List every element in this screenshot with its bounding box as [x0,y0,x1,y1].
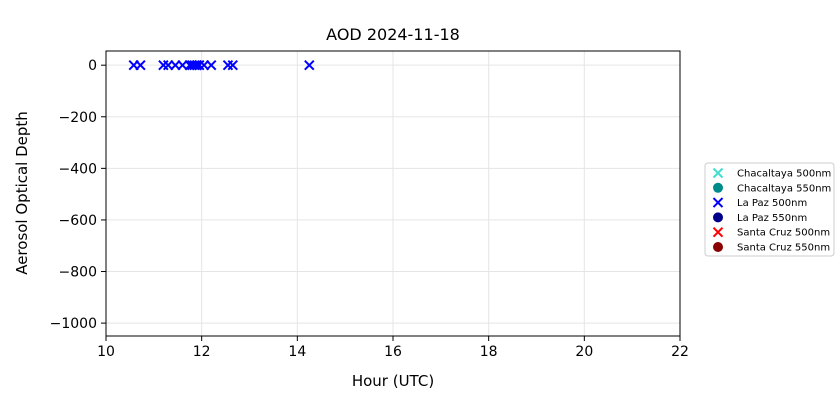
legend-label: Chacaltaya 550nm [737,183,831,194]
chart-title: AOD 2024-11-18 [326,25,460,44]
legend-box [704,162,835,257]
legend-label: Chacaltaya 500nm [737,169,831,180]
legend-marker-stroke [712,167,724,179]
data-point-stroke [135,59,146,71]
legend-label: La Paz 500nm [737,198,807,209]
y-tick-label: −1000 [50,316,97,332]
data-point-stroke [227,59,238,71]
data-point [304,59,315,71]
x-axis-label: Hour (UTC) [352,372,434,390]
legend-label: La Paz 550nm [737,213,807,224]
legend-marker [713,212,723,223]
data-point [206,59,217,71]
legend: Chacaltaya 500nm Chacaltaya 550nm La Paz 5… [704,162,835,257]
data-point-stroke [206,59,217,71]
data-point [135,59,146,71]
x-tick-label: 22 [671,344,689,360]
y-tick-label: −200 [59,110,97,126]
legend-marker-stroke [712,226,724,238]
legend-marker-stroke [712,197,724,208]
y-axis-label: Aerosol Optical Depth [13,111,31,275]
y-tick-label: −800 [59,265,97,281]
axis-ticks: 10 12 14 16 18 20 22 0 −200 −400 −600 −800 −1000 [50,58,689,360]
data-point [227,59,238,71]
y-tick-label: −600 [59,213,97,229]
x-tick-label: 10 [97,344,115,360]
legend-marker [713,242,723,252]
data-point-stroke [304,59,315,71]
grid-lines [105,51,681,336]
y-tick-label: −400 [59,161,97,177]
legend-marker [713,182,723,193]
x-tick-label: 16 [384,344,402,360]
data-points [128,59,315,71]
legend-marker [712,197,724,208]
legend-label: Santa Cruz 550nm [737,243,830,254]
y-tick-label: 0 [88,58,97,74]
x-tick-label: 12 [193,344,211,360]
x-tick-label: 18 [480,344,498,360]
x-tick-label: 20 [575,344,593,360]
x-tick-label: 14 [288,344,306,360]
legend-marker [712,167,724,179]
legend-marker [712,226,724,238]
legend-label: Santa Cruz 500nm [737,228,830,239]
